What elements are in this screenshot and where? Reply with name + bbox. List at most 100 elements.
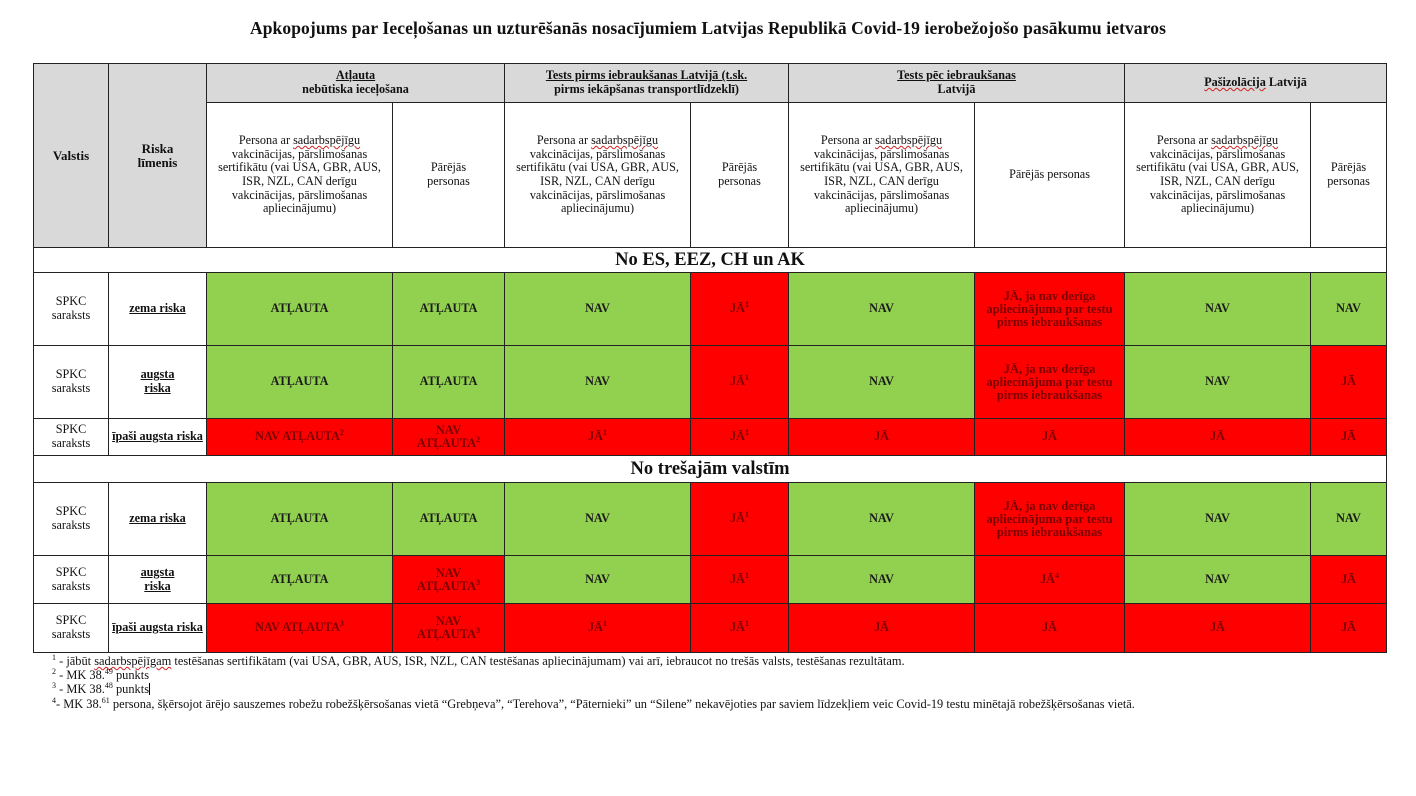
- header-group-pasizolacija: Pašizolācija Latvijā: [1124, 63, 1388, 103]
- header-group-line2: nebūtiska ieceļošana: [302, 82, 409, 96]
- header-group-line1: Tests pēc iebraukšanas: [897, 68, 1016, 83]
- header-row-subgroups: Persona ar sadarbspējīgu vakcinācijas, p…: [34, 102, 1388, 248]
- status-cell: JĀ: [1310, 418, 1388, 456]
- footnotes: 1 - jābūt sadarbspējīgam testēšanas sert…: [52, 653, 1392, 711]
- header-group-atlauta: Atļauta nebūtiska ieceļošana: [206, 63, 505, 103]
- section-row: No ES, EEZ, CH un AK: [32, 247, 1388, 273]
- country-cell: SPKC saraksts: [33, 345, 109, 419]
- subheader-other-persons: Pārējās personas: [689, 102, 790, 248]
- sub-spell: sadarbspējīgu: [293, 133, 361, 148]
- status-cell: ATĻAUTA: [392, 345, 505, 419]
- section-title: No trešajām valstīm: [32, 455, 1388, 483]
- status-cell: JĀ: [1310, 603, 1388, 653]
- header-row-groups: Valstis Riska līmenis Atļauta nebūtiska …: [33, 63, 1388, 248]
- footnote-text: testēšanas sertifikātam (vai USA, GBR, A…: [171, 654, 905, 668]
- status-cell: JĀ1: [689, 418, 790, 456]
- status-cell: JĀ1: [504, 603, 691, 653]
- status-cell: NAV ATĻAUTA3: [392, 555, 505, 604]
- footnote-sup: 61: [101, 695, 110, 705]
- header-group-line1: Tests pirms iebraukšanas Latvijā (t.sk.: [545, 68, 748, 83]
- status-cell: JĀ1: [689, 603, 790, 653]
- header-group-line1: Pašizolācija: [1204, 75, 1266, 90]
- footnote-4: 4- MK 38.61 persona, šķērsojot ārējo sau…: [52, 695, 1232, 711]
- footnote-mark: 3: [52, 681, 56, 691]
- covid-entry-rules-table: Valstis Riska līmenis Atļauta nebūtiska …: [32, 63, 1388, 653]
- sub-spell: sadarbspējīgu: [1211, 133, 1279, 148]
- status-cell: NAV ATĻAUTA3: [392, 603, 505, 653]
- table-row: SPKC saraksts zema riska ATĻAUTA ATĻAUTA…: [33, 272, 1388, 346]
- status-cell: JĀ1: [689, 272, 790, 346]
- footnote-sup: 48: [104, 681, 113, 691]
- risk-level-cell: īpaši augsta riska: [108, 603, 207, 653]
- country-cell: SPKC saraksts: [33, 482, 109, 556]
- footnote-text: - MK 38.: [56, 696, 102, 711]
- status-cell: JĀ1: [504, 418, 691, 456]
- status-cell: NAV: [1310, 272, 1388, 346]
- header-group-line2: Latvijā: [1268, 75, 1307, 90]
- subheader-certificate-holder: Persona ar sadarbspējīgu vakcinācijas, p…: [206, 102, 393, 248]
- status-cell: JĀ, ja nav derīga apliecinājuma par test…: [974, 345, 1126, 419]
- status-cell: JĀ4: [974, 555, 1126, 604]
- status-cell: NAV: [788, 482, 976, 556]
- footnote-3: 3 - MK 38.48 punkts: [52, 682, 1392, 696]
- sub-rest: vakcinācijas, pārslimošanas sertifikātu …: [1136, 146, 1299, 216]
- footnote-sup: 49: [104, 667, 113, 677]
- status-cell: ATĻAUTA: [206, 482, 393, 556]
- document-title: Apkopojums par Ieceļošanas un uzturēšanā…: [249, 18, 1167, 38]
- status-cell: ATĻAUTA: [392, 272, 505, 346]
- header-group-line2: pirms iekāpšanas transportlīdzeklī): [554, 82, 739, 96]
- sub-rest: vakcinācijas, pārslimošanas sertifikātu …: [218, 146, 381, 216]
- table-row: SPKC saraksts augsta riska ATĻAUTA NAV A…: [33, 555, 1388, 604]
- country-cell: SPKC saraksts: [33, 418, 109, 456]
- header-group-tests-pirms: Tests pirms iebraukšanas Latvijā (t.sk. …: [503, 63, 790, 103]
- subheader-other-persons: Pārējās personas: [392, 102, 505, 248]
- status-cell: NAV: [1310, 482, 1388, 556]
- country-cell: SPKC saraksts: [33, 272, 109, 346]
- status-cell: NAV: [1124, 555, 1312, 604]
- header-group-line1: Atļauta: [335, 68, 376, 83]
- risk-level-cell: augsta riska: [108, 555, 207, 604]
- sub-rest: vakcinācijas, pārslimošanas sertifikātu …: [516, 146, 679, 216]
- subheader-other-persons: Pārējās personas: [974, 102, 1126, 248]
- status-cell: JĀ: [1124, 418, 1312, 456]
- status-cell: ATĻAUTA: [206, 272, 393, 346]
- text-cursor: [149, 683, 151, 696]
- status-cell: NAV: [788, 555, 976, 604]
- footnote-text: - jābūt: [56, 654, 95, 668]
- status-cell: JĀ1: [689, 345, 790, 419]
- footnote-text: - MK 38.: [56, 682, 105, 697]
- subheader-certificate-holder: Persona ar sadarbspējīgu vakcinācijas, p…: [504, 102, 691, 248]
- status-cell: JĀ: [1310, 555, 1388, 604]
- status-cell: NAV ATĻAUTA2: [206, 418, 393, 456]
- subheader-other-persons: Pārējās personas: [1310, 102, 1388, 248]
- subheader-certificate-holder: Persona ar sadarbspējīgu vakcinācijas, p…: [788, 102, 976, 248]
- footnote-text: persona, šķērsojot ārējo sauszemes robež…: [109, 696, 1135, 711]
- table-row: SPKC saraksts zema riska ATĻAUTA ATĻAUTA…: [33, 482, 1388, 556]
- sub-prefix: Persona ar: [536, 133, 592, 148]
- status-cell: JĀ: [788, 603, 976, 653]
- sub-spell: sadarbspējīgu: [591, 133, 659, 148]
- footnote-text: punkts: [112, 668, 150, 683]
- status-cell: NAV: [1124, 272, 1312, 346]
- status-cell: JĀ: [788, 418, 976, 456]
- subheader-certificate-holder: Persona ar sadarbspējīgu vakcinācijas, p…: [1124, 102, 1312, 248]
- risk-level-cell: zema riska: [108, 272, 207, 346]
- header-group-line2: Latvijā: [937, 82, 976, 96]
- footnote-mark: 4: [52, 695, 56, 705]
- footnote-spell: sadarbspējīgam: [94, 654, 172, 668]
- header-riska-limenis: Riska līmenis: [108, 63, 207, 248]
- footnote-2: 2 - MK 38.49 punkts: [52, 667, 1392, 683]
- sub-prefix: Persona ar: [820, 133, 876, 148]
- status-cell: NAV: [1124, 345, 1312, 419]
- sub-prefix: Persona ar: [238, 133, 294, 148]
- status-cell: ATĻAUTA: [392, 482, 505, 556]
- table-row: SPKC saraksts augsta riska ATĻAUTA ATĻAU…: [33, 345, 1388, 419]
- status-cell: ATĻAUTA: [206, 555, 393, 604]
- status-cell: NAV: [788, 272, 976, 346]
- country-cell: SPKC saraksts: [33, 603, 109, 653]
- table-row: SPKC saraksts īpaši augsta riska NAV ATĻ…: [33, 603, 1388, 653]
- status-cell: NAV: [504, 345, 691, 419]
- footnote-mark: 2: [52, 667, 56, 677]
- header-group-tests-pec: Tests pēc iebraukšanas Latvijā: [788, 63, 1126, 103]
- status-cell: JĀ, ja nav derīga apliecinājuma par test…: [974, 482, 1126, 556]
